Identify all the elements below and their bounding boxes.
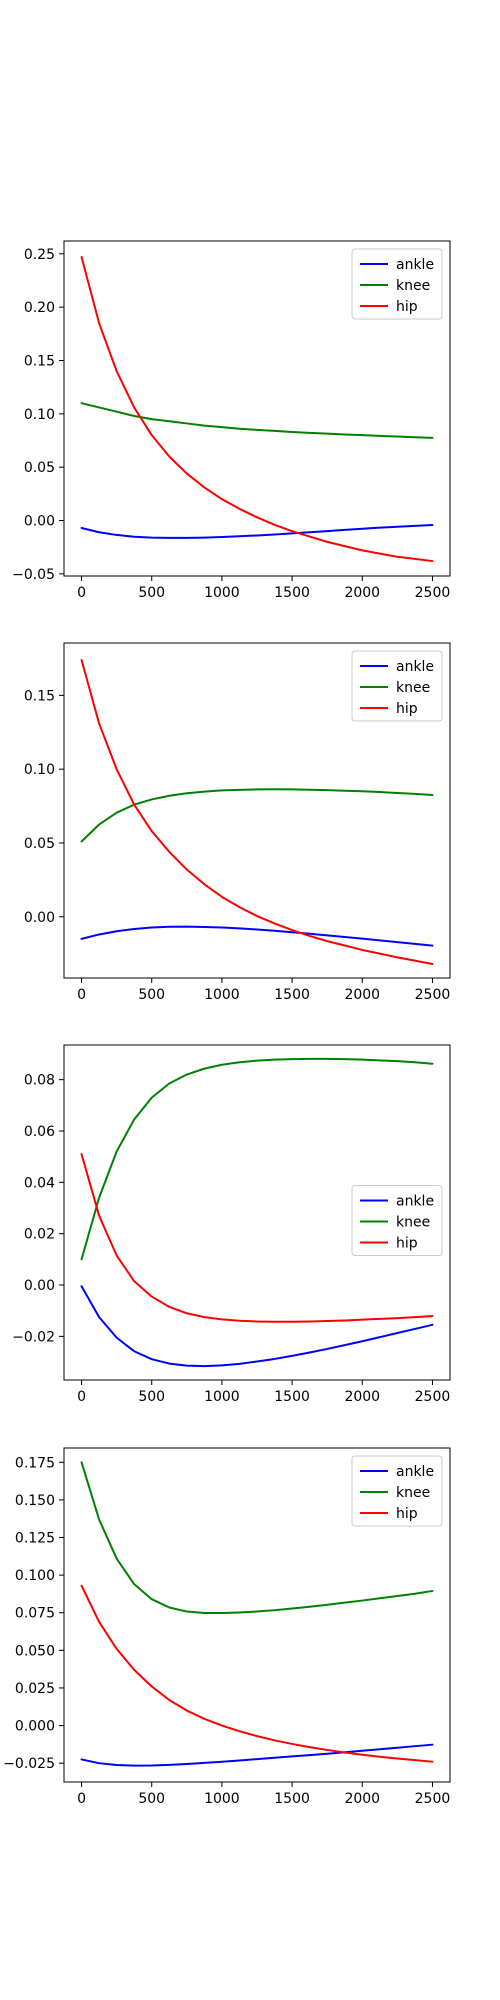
y-tick-label: 0.10 — [24, 407, 55, 423]
y-tick-label: 0.05 — [24, 460, 55, 476]
x-tick-label: 1500 — [274, 1791, 310, 1807]
legend-label-hip: hip — [396, 701, 418, 717]
series-line-ankle — [80, 1285, 434, 1368]
legend-label-ankle: ankle — [396, 1194, 434, 1210]
legend: ankle knee hip — [351, 1455, 443, 1527]
series-line-ankle — [80, 524, 434, 539]
legend-label-ankle: ankle — [396, 257, 434, 273]
series-line-hip — [80, 1584, 434, 1763]
x-tick-label: 1000 — [204, 1389, 240, 1405]
y-tick-label: 0.00 — [24, 514, 55, 530]
y-tick-label: 0.00 — [24, 1278, 55, 1294]
y-tick-label: 0.05 — [24, 836, 55, 852]
x-tick-label: 2000 — [344, 987, 380, 1003]
legend-box — [351, 650, 443, 722]
x-tick-label: 2000 — [344, 585, 380, 601]
series-line-knee — [80, 1057, 434, 1261]
axes-frame — [63, 1447, 451, 1783]
x-tick-label: 2000 — [344, 1791, 380, 1807]
y-tick-label: −0.025 — [3, 1756, 55, 1772]
y-tick-label: −0.02 — [12, 1329, 55, 1345]
subplot-1: 0 500 1000 1500 2000 2500 −0.05 0.00 0.05 0.10 0.1… — [12, 240, 451, 601]
y-tick-label: 0.20 — [24, 300, 55, 316]
legend-label-ankle: ankle — [396, 659, 434, 675]
x-tick-label: 0 — [77, 1389, 86, 1405]
series-line-knee — [80, 1461, 434, 1615]
x-tick-label: 1500 — [274, 585, 310, 601]
legend: ankle knee hip — [351, 650, 443, 722]
y-tick-label: 0.000 — [15, 1719, 55, 1735]
axes-frame — [63, 240, 451, 577]
y-tick-label: 0.02 — [24, 1227, 55, 1243]
y-tick-label: 0.100 — [15, 1568, 55, 1584]
legend: ankle knee hip — [351, 1185, 443, 1256]
x-tick-label: 2500 — [415, 987, 451, 1003]
x-tick-label: 500 — [138, 987, 165, 1003]
y-tick-label: 0.08 — [24, 1073, 55, 1089]
legend: ankle knee hip — [351, 248, 443, 320]
subplot-3: 0 500 1000 1500 2000 2500 −0.02 0.00 0.02 0.04 0.0… — [12, 1044, 451, 1405]
legend-box — [351, 1185, 443, 1256]
series-line-hip — [80, 256, 434, 563]
x-tick-label: 1000 — [204, 987, 240, 1003]
legend-label-knee: knee — [396, 1485, 430, 1501]
y-tick-label: 0.125 — [15, 1531, 55, 1547]
x-tick-label: 0 — [77, 585, 86, 601]
subplot-2: 0 500 1000 1500 2000 2500 0.00 0.05 0.10 0.15 ankl… — [24, 642, 451, 1003]
y-tick-label: 0.04 — [24, 1175, 55, 1191]
y-tick-label: 0.06 — [24, 1124, 55, 1140]
x-tick-label: 2500 — [415, 1791, 451, 1807]
axes-frame — [63, 642, 451, 979]
series-line-ankle — [80, 925, 434, 947]
y-tick-label: 0.10 — [24, 762, 55, 778]
x-tick-label: 1000 — [204, 585, 240, 601]
legend-label-knee: knee — [396, 278, 430, 294]
x-tick-label: 1500 — [274, 1389, 310, 1405]
y-tick-label: 0.150 — [15, 1493, 55, 1509]
x-tick-label: 1000 — [204, 1791, 240, 1807]
x-tick-label: 0 — [77, 1791, 86, 1807]
x-tick-label: 2000 — [344, 1389, 380, 1405]
legend-label-hip: hip — [396, 1506, 418, 1522]
legend-box — [351, 248, 443, 320]
legend-label-hip: hip — [396, 1236, 418, 1252]
legend-label-hip: hip — [396, 299, 418, 315]
y-tick-label: 0.175 — [15, 1455, 55, 1471]
y-tick-label: 0.00 — [24, 910, 55, 926]
y-tick-label: 0.050 — [15, 1643, 55, 1659]
series-line-knee — [80, 788, 434, 843]
legend-box — [351, 1455, 443, 1527]
subplot-4: 0 500 1000 1500 2000 2500 −0.025 0.000 0.025 0.05… — [3, 1447, 451, 1807]
y-tick-label: 0.025 — [15, 1681, 55, 1697]
series-line-hip — [80, 1153, 434, 1323]
x-tick-label: 500 — [138, 585, 165, 601]
legend-label-knee: knee — [396, 680, 430, 696]
y-tick-label: 0.15 — [24, 353, 55, 369]
x-tick-label: 500 — [138, 1389, 165, 1405]
axes-frame — [63, 1044, 451, 1381]
legend-label-knee: knee — [396, 1215, 430, 1231]
x-tick-label: 500 — [138, 1791, 165, 1807]
y-tick-label: 0.25 — [24, 247, 55, 263]
legend-label-ankle: ankle — [396, 1464, 434, 1480]
x-tick-label: 1500 — [274, 987, 310, 1003]
y-tick-label: −0.05 — [12, 567, 55, 583]
series-line-hip — [80, 658, 434, 965]
x-tick-label: 2500 — [415, 585, 451, 601]
y-tick-label: 0.075 — [15, 1606, 55, 1622]
x-tick-label: 2500 — [415, 1389, 451, 1405]
x-tick-label: 0 — [77, 987, 86, 1003]
series-line-ankle — [80, 1743, 434, 1767]
y-tick-label: 0.15 — [24, 688, 55, 704]
